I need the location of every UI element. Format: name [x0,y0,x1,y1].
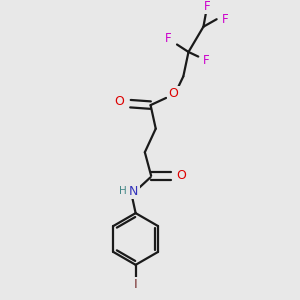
Text: F: F [221,13,228,26]
Text: F: F [165,32,172,45]
Text: I: I [134,278,137,291]
Text: O: O [114,95,124,108]
Text: O: O [169,87,178,100]
Text: F: F [204,0,210,13]
Text: O: O [177,169,187,182]
Text: F: F [202,54,209,67]
Text: H: H [118,186,126,196]
Text: N: N [129,184,138,197]
